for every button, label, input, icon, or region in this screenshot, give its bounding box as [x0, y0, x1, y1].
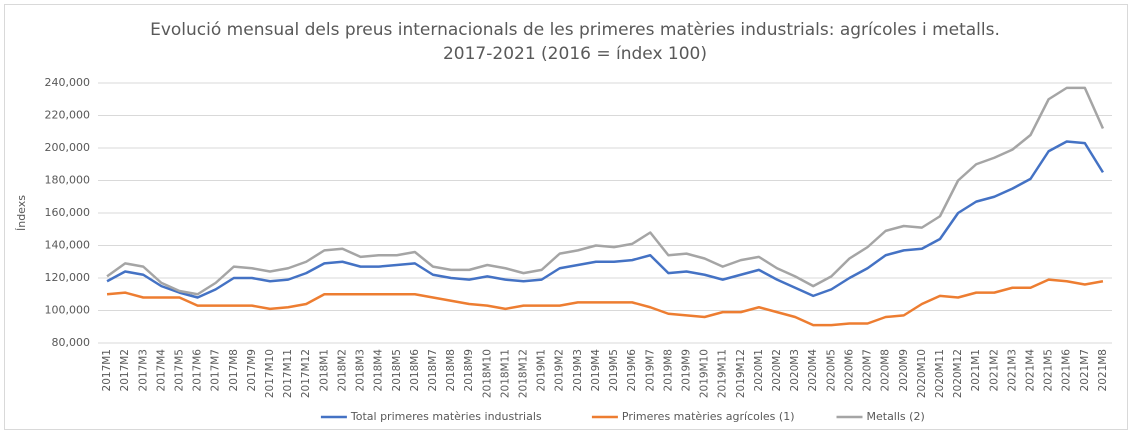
x-tick-label: 2020M9	[898, 349, 910, 391]
x-tick-label: 2020M7	[862, 349, 874, 391]
x-tick-label: 2019M4	[590, 349, 602, 392]
x-tick-label: 2020M6	[843, 349, 855, 392]
x-tick-label: 2020M2	[771, 349, 783, 391]
y-tick-label: 160,000	[45, 206, 91, 219]
y-tick-label: 240,000	[45, 76, 91, 89]
x-tick-label: 2018M12	[518, 349, 530, 398]
x-tick-label: 2018M5	[391, 349, 403, 391]
x-tick-label: 2018M7	[427, 349, 439, 391]
x-tick-label: 2019M6	[626, 349, 638, 392]
x-tick-label: 2017M9	[246, 349, 258, 391]
x-tick-label: 2019M5	[608, 349, 620, 391]
x-tick-label: 2018M6	[409, 349, 421, 392]
series-line	[106, 278, 1104, 327]
x-tick-label: 2018M3	[355, 349, 367, 391]
x-tick-label: 2019M11	[717, 349, 729, 398]
chart-frame	[4, 4, 1128, 430]
x-tick-label: 2018M9	[463, 349, 475, 391]
legend-label: Primeres matèries agrícoles (1)	[622, 410, 795, 423]
series-line	[106, 140, 1105, 299]
x-tick-label: 2018M2	[336, 349, 348, 391]
x-tick-label: 2018M1	[318, 349, 330, 391]
x-tick-label: 2017M1	[101, 349, 113, 391]
y-tick-label: 200,000	[45, 141, 91, 154]
chart-title: Evolució mensual dels preus internaciona…	[150, 20, 1000, 64]
y-tick-label: 120,000	[45, 271, 91, 284]
x-tick-label: 2017M4	[155, 349, 167, 392]
x-tick-label: 2017M11	[282, 349, 294, 398]
x-tick-label: 2021M2	[988, 349, 1000, 391]
x-tick-label: 2019M7	[644, 349, 656, 391]
x-tick-label: 2021M8	[1097, 349, 1109, 391]
x-tick-label: 2018M4	[373, 349, 385, 392]
y-tick-label: 140,000	[45, 239, 91, 252]
x-tick-label: 2018M11	[499, 349, 511, 398]
x-tick-label: 2019M8	[662, 349, 674, 391]
legend-label: Total primeres matèries industrials	[350, 410, 542, 423]
x-tick-label: 2020M3	[789, 349, 801, 391]
x-tick-label: 2019M12	[735, 349, 747, 398]
y-tick-label: 100,000	[45, 304, 91, 317]
y-axis-label: Índexs	[15, 195, 28, 231]
x-tick-label: 2017M5	[173, 349, 185, 391]
x-tick-label: 2017M10	[264, 349, 276, 398]
y-tick-label: 80,000	[52, 336, 91, 349]
x-tick-label: 2017M2	[119, 349, 131, 391]
x-tick-label: 2017M12	[300, 349, 312, 398]
x-tick-label: 2019M3	[572, 349, 584, 391]
x-tick-label: 2020M11	[934, 349, 946, 398]
x-tick-label: 2017M8	[228, 349, 240, 391]
x-tick-label: 2020M8	[880, 349, 892, 391]
x-tick-label: 2021M3	[1006, 349, 1018, 391]
y-tick-label: 180,000	[45, 174, 91, 187]
x-tick-label: 2019M10	[699, 349, 711, 398]
x-tick-label: 2019M1	[536, 349, 548, 391]
x-tick-label: 2020M1	[753, 349, 765, 391]
x-tick-label: 2018M8	[445, 349, 457, 391]
x-tick-label: 2019M2	[554, 349, 566, 391]
x-tick-label: 2021M7	[1079, 349, 1091, 391]
x-tick-label: 2019M9	[680, 349, 692, 391]
x-tick-label: 2018M10	[481, 349, 493, 398]
x-tick-label: 2017M6	[192, 349, 204, 392]
legend-label: Metalls (2)	[867, 410, 925, 423]
x-tick-label: 2017M3	[137, 349, 149, 391]
x-tick-label: 2020M12	[952, 349, 964, 398]
x-tick-label: 2021M1	[970, 349, 982, 391]
x-tick-label: 2020M10	[916, 349, 928, 398]
x-tick-label: 2020M4	[807, 349, 819, 392]
x-tick-label: 2020M5	[825, 349, 837, 391]
x-tick-label: 2021M5	[1043, 349, 1055, 391]
y-tick-label: 220,000	[45, 109, 91, 122]
x-tick-label: 2017M7	[210, 349, 222, 391]
x-tick-label: 2021M6	[1061, 349, 1073, 392]
series-line	[106, 86, 1105, 296]
x-tick-label: 2021M4	[1025, 349, 1037, 392]
